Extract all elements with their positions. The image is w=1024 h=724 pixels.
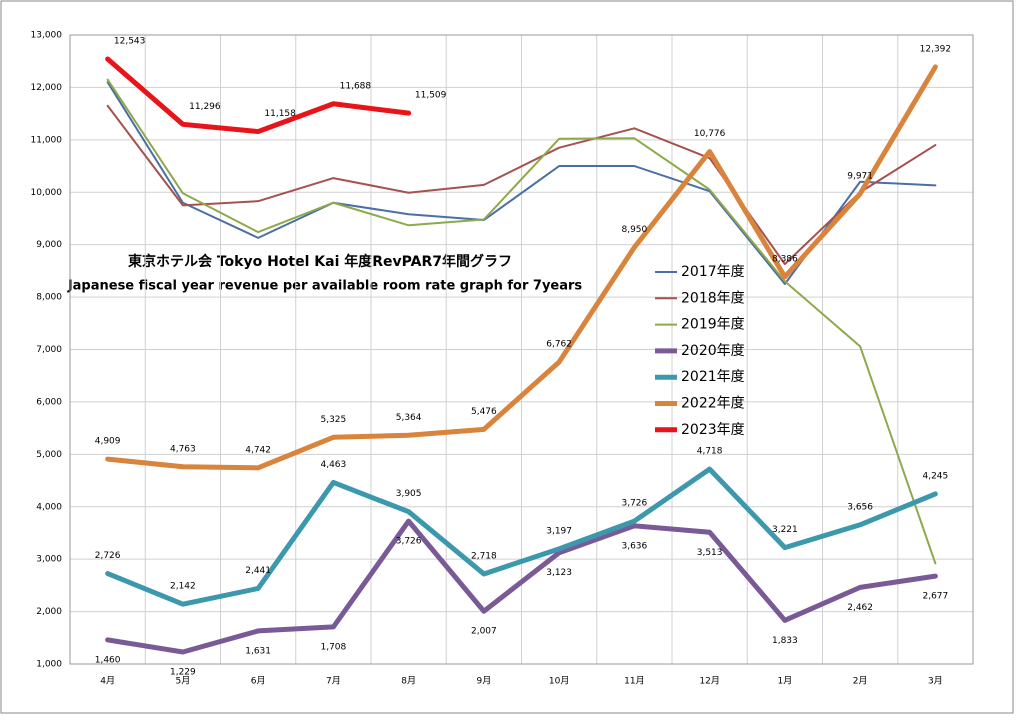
y-tick-label: 8,000 (36, 293, 62, 303)
legend-label: 2020年度 (681, 343, 745, 359)
data-label: 11,296 (189, 102, 221, 112)
x-tick-label: 9月 (477, 676, 492, 687)
y-tick-label: 2,000 (36, 607, 62, 617)
y-tick-label: 11,000 (31, 135, 63, 145)
data-label: 4,909 (95, 437, 121, 447)
x-tick-label: 3月 (928, 676, 943, 687)
x-tick-label: 7月 (326, 676, 341, 687)
chart-title: 東京ホテル会 Tokyo Hotel Kai 年度RevPAR7年間グラフ (128, 253, 512, 270)
y-tick-label: 6,000 (36, 397, 62, 407)
legend-label: 2019年度 (681, 317, 745, 333)
data-label: 3,726 (396, 537, 422, 547)
data-label: 1,708 (320, 642, 346, 652)
x-tick-label: 4月 (100, 676, 115, 687)
data-label: 4,763 (170, 444, 196, 454)
data-label: 5,325 (320, 415, 346, 425)
x-tick-label: 11月 (624, 676, 644, 687)
series-line (106, 104, 937, 266)
data-label: 11,158 (264, 109, 296, 119)
data-label: 2,462 (847, 603, 873, 613)
data-label: 1,833 (772, 636, 798, 646)
legend-label: 2021年度 (681, 369, 745, 385)
data-label: 1,460 (95, 655, 121, 665)
series-line (106, 81, 937, 285)
plot-frame (69, 34, 974, 665)
data-label: 12,392 (920, 44, 952, 54)
data-label: 3,123 (546, 568, 572, 578)
data-label: 3,905 (396, 489, 422, 499)
data-label: 3,726 (621, 499, 647, 509)
series-line (105, 518, 938, 655)
data-label: 1,229 (170, 667, 196, 677)
y-tick-label: 13,000 (31, 31, 63, 41)
y-tick-label: 9,000 (36, 240, 62, 250)
data-label: 11,509 (415, 91, 447, 101)
y-tick-label: 3,000 (36, 555, 62, 565)
data-label: 12,543 (114, 36, 146, 46)
data-label: 2,677 (922, 592, 948, 602)
data-label: 9,971 (847, 171, 873, 181)
series-line (105, 466, 938, 607)
series-line (106, 78, 937, 565)
data-label: 3,636 (621, 541, 647, 551)
x-tick-label: 6月 (251, 676, 266, 687)
x-tick-label: 2月 (853, 676, 868, 687)
y-tick-label: 1,000 (36, 660, 62, 670)
y-tick-label: 12,000 (31, 83, 63, 93)
data-label: 11,688 (340, 81, 372, 91)
data-label: 2,726 (95, 551, 121, 561)
data-label: 4,718 (697, 447, 723, 457)
data-label: 6,762 (546, 339, 572, 349)
data-label: 1,631 (245, 646, 271, 656)
data-label: 5,364 (396, 413, 422, 423)
data-label: 10,776 (694, 129, 726, 139)
series-line (105, 56, 412, 135)
legend-label: 2023年度 (681, 422, 745, 438)
data-label: 2,441 (245, 566, 271, 576)
data-label: 2,007 (471, 627, 497, 637)
data-label: 3,221 (772, 525, 798, 535)
data-label: 8,950 (621, 225, 647, 235)
data-label: 2,142 (170, 582, 196, 592)
data-label: 8,386 (772, 254, 798, 264)
legend-label: 2017年度 (681, 264, 745, 280)
data-label: 4,245 (922, 471, 948, 481)
x-tick-label: 12月 (699, 676, 719, 687)
data-label: 3,197 (546, 526, 572, 536)
data-label: 2,718 (471, 551, 497, 561)
data-label: 3,656 (847, 502, 873, 512)
y-tick-label: 7,000 (36, 345, 62, 355)
legend-label: 2018年度 (681, 290, 745, 306)
x-tick-label: 5月 (176, 676, 191, 687)
x-tick-label: 10月 (549, 676, 569, 687)
data-label: 4,463 (320, 460, 346, 470)
x-tick-label: 8月 (401, 676, 416, 687)
y-tick-label: 10,000 (31, 188, 63, 198)
series-line (105, 64, 938, 471)
data-label: 4,742 (245, 445, 271, 455)
x-tick-label: 1月 (778, 676, 793, 687)
chart-subtitle: Japanese fiscal year revenue per availab… (67, 279, 583, 294)
legend-label: 2022年度 (681, 396, 745, 412)
y-tick-label: 4,000 (36, 502, 62, 512)
y-tick-label: 5,000 (36, 450, 62, 460)
data-label: 3,513 (697, 548, 723, 558)
data-label: 5,476 (471, 407, 497, 417)
